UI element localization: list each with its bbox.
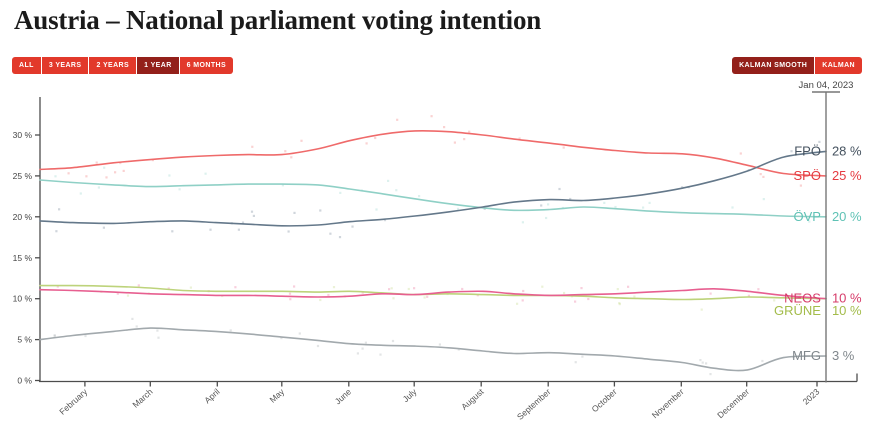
svg-text:November: November <box>650 386 686 420</box>
value-mfg: 3 % <box>832 348 855 363</box>
svg-text:September: September <box>515 386 553 421</box>
label-neos: NEOS <box>784 291 821 306</box>
svg-text:June: June <box>333 386 354 406</box>
svg-text:30 %: 30 % <box>13 130 33 140</box>
svg-text:October: October <box>590 386 619 414</box>
svg-text:May: May <box>268 386 287 405</box>
range-6-months-button[interactable]: 6 MONTHS <box>179 57 234 74</box>
line-spo <box>39 129 827 177</box>
value-ovp: 20 % <box>832 209 862 224</box>
x-axis <box>39 373 858 387</box>
svg-text:December: December <box>715 386 751 420</box>
poll-scatter <box>53 115 821 376</box>
svg-text:0 %: 0 % <box>17 376 32 386</box>
label-grune: GRÜNE <box>774 303 821 318</box>
series-labels: FPÖ 28 % SPÖ 25 % ÖVP 20 % NEOS 10 % GRÜNE 10 % MF… <box>774 143 862 363</box>
mode-kalman-smooth-button[interactable]: KALMAN SMOOTH <box>732 57 815 74</box>
line-mfg <box>39 327 827 372</box>
line-grune <box>39 284 827 301</box>
value-neos: 10 % <box>832 291 862 306</box>
label-ovp: ÖVP <box>793 209 820 224</box>
time-range-filter: ALL 3 YEARS 2 YEARS 1 YEAR 6 MONTHS <box>12 57 234 74</box>
range-1-year-button[interactable]: 1 YEAR <box>137 57 179 74</box>
svg-text:20 %: 20 % <box>13 212 33 222</box>
svg-text:2023: 2023 <box>801 386 822 406</box>
svg-text:March: March <box>130 386 154 409</box>
y-axis-labels: 0 % 5 % 10 % 15 % 20 % 25 % 30 % <box>13 130 33 386</box>
label-spo: SPÖ <box>793 168 820 183</box>
line-fpo <box>39 150 827 227</box>
mode-kalman-button[interactable]: KALMAN <box>815 57 862 74</box>
x-axis-labels: February March April May June July August Septe… <box>57 386 821 421</box>
y-axis <box>35 97 41 382</box>
label-fpo: FPÖ <box>794 143 821 158</box>
series-lines <box>39 129 827 372</box>
svg-text:August: August <box>459 386 486 412</box>
cursor-line[interactable] <box>812 91 840 383</box>
value-fpo: 28 % <box>832 143 862 158</box>
svg-text:15 %: 15 % <box>13 253 33 263</box>
range-all-button[interactable]: ALL <box>12 57 41 74</box>
value-grune: 10 % <box>832 303 862 318</box>
svg-text:July: July <box>401 386 419 404</box>
smoothing-mode-filter: KALMAN SMOOTH KALMAN <box>732 57 862 74</box>
value-spo: 25 % <box>832 168 862 183</box>
svg-text:10 %: 10 % <box>13 294 33 304</box>
svg-text:February: February <box>57 386 90 417</box>
range-3-years-button[interactable]: 3 YEARS <box>41 57 89 74</box>
toolbar: ALL 3 YEARS 2 YEARS 1 YEAR 6 MONTHS KALMAN S… <box>12 57 862 74</box>
page-title: Austria – National parliament voting int… <box>14 5 542 35</box>
line-ovp <box>39 179 827 218</box>
svg-text:5 %: 5 % <box>17 335 32 345</box>
range-2-years-button[interactable]: 2 YEARS <box>89 57 137 74</box>
label-mfg: MFG <box>792 348 821 363</box>
line-neos <box>39 287 827 300</box>
svg-text:25 %: 25 % <box>13 171 33 181</box>
svg-text:April: April <box>202 386 221 405</box>
cursor-date-label: Jan 04, 2023 <box>799 80 854 91</box>
